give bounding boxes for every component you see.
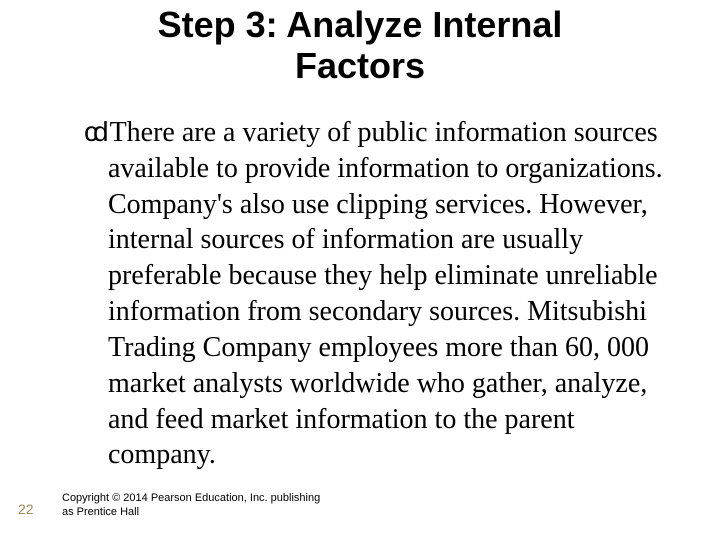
bullet-paragraph: cdThere are a variety of public informat… (84, 114, 684, 473)
slide-number: 22 (18, 501, 34, 517)
copyright-notice: Copyright © 2014 Pearson Education, Inc.… (62, 492, 322, 520)
title-line-1: Step 3: Analyze Internal (158, 4, 563, 45)
copyright-line-2: as Prentice Hall (62, 506, 139, 518)
body-text-area: cdThere are a variety of public informat… (84, 114, 684, 473)
copyright-line-1: Copyright © 2014 Pearson Education, Inc.… (62, 492, 320, 504)
body-text: There are a variety of public informatio… (108, 117, 663, 470)
slide-title: Step 3: Analyze Internal Factors (0, 4, 720, 87)
bullet-icon: cd (84, 116, 110, 147)
title-line-2: Factors (295, 45, 425, 86)
